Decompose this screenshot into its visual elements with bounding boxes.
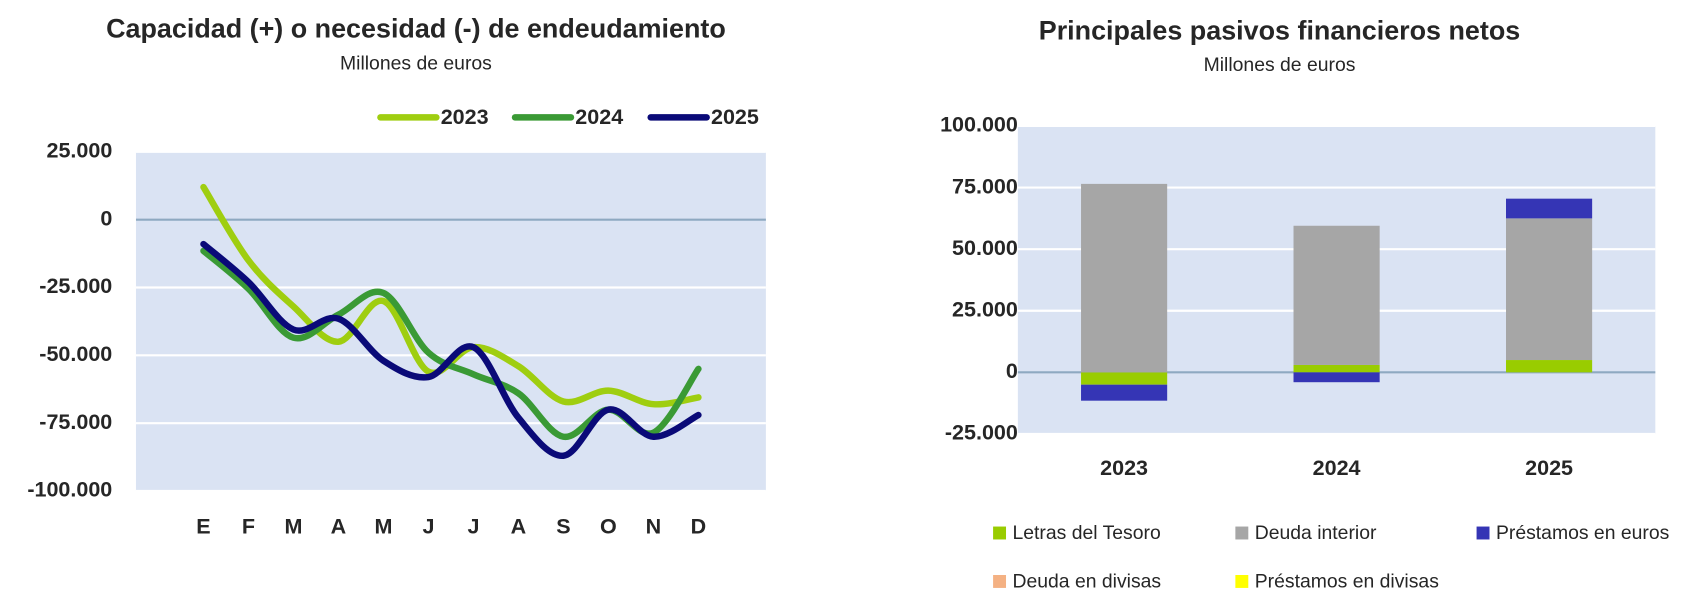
- bar-segment: [1081, 372, 1168, 385]
- chart-title: Capacidad (+) o necesidad (-) de endeuda…: [106, 13, 726, 43]
- x-tick-label: J: [467, 514, 479, 538]
- legend-swatch: [1235, 526, 1249, 540]
- y-tick-label: 100.000: [940, 113, 1018, 137]
- legend-swatch: [993, 575, 1007, 588]
- legend-label: Letras del Tesoro: [1012, 522, 1160, 544]
- legend-label: Deuda en divisas: [1012, 571, 1161, 589]
- legend-swatch: [1235, 575, 1249, 588]
- x-tick-label: A: [331, 514, 347, 538]
- x-tick-label: E: [196, 514, 210, 538]
- y-tick-label: 75.000: [952, 174, 1018, 198]
- x-tick-label: A: [511, 514, 527, 538]
- bar-segment: [1081, 183, 1168, 373]
- chart-subtitle: Millones de euros: [1204, 54, 1356, 76]
- legend-label: 2024: [575, 105, 623, 129]
- legend-swatch: [993, 526, 1007, 540]
- x-tick-label: 2023: [1100, 456, 1148, 480]
- x-tick-label: D: [691, 514, 707, 538]
- bar-segment: [1293, 225, 1380, 365]
- x-tick-label: F: [242, 514, 255, 538]
- plot-background: [135, 151, 766, 492]
- y-tick-label: -25.000: [945, 421, 1018, 445]
- chart-subtitle: Millones de euros: [340, 53, 492, 75]
- x-tick-label: S: [556, 514, 570, 538]
- y-tick-label: 25.000: [952, 297, 1018, 321]
- x-tick-label: 2024: [1313, 456, 1361, 480]
- bar-segment: [1506, 198, 1593, 219]
- chart-title: Principales pasivos financieros netos: [1039, 15, 1521, 45]
- legend-label: 2023: [441, 105, 489, 129]
- legend-label: Deuda interior: [1255, 522, 1377, 544]
- y-tick-label: 0: [1006, 359, 1018, 383]
- x-tick-label: N: [646, 514, 662, 538]
- y-tick-label: 50.000: [952, 236, 1018, 260]
- legend-label: Préstamos en divisas: [1255, 571, 1439, 589]
- bar-segment: [1293, 364, 1380, 373]
- x-tick-label: 2025: [1525, 456, 1573, 480]
- legend-swatch: [1476, 526, 1490, 540]
- y-tick-label: 0: [100, 206, 112, 230]
- bar-segment: [1506, 360, 1593, 373]
- line-series: [200, 240, 702, 459]
- y-tick-label: -50.000: [39, 342, 112, 366]
- bar-segment: [1081, 384, 1168, 401]
- y-tick-label: 25.000: [46, 139, 112, 163]
- bar-segment: [1293, 372, 1380, 383]
- y-tick-label: -25.000: [39, 274, 112, 298]
- x-tick-label: J: [422, 514, 434, 538]
- x-tick-label: M: [284, 514, 302, 538]
- y-tick-label: -75.000: [39, 410, 112, 434]
- x-tick-label: O: [600, 514, 617, 538]
- y-tick-label: -100.000: [27, 478, 112, 502]
- x-tick-label: M: [374, 514, 392, 538]
- legend-label: Préstamos en euros: [1496, 522, 1669, 544]
- legend-label: 2025: [711, 105, 759, 129]
- bar-segment: [1506, 218, 1593, 361]
